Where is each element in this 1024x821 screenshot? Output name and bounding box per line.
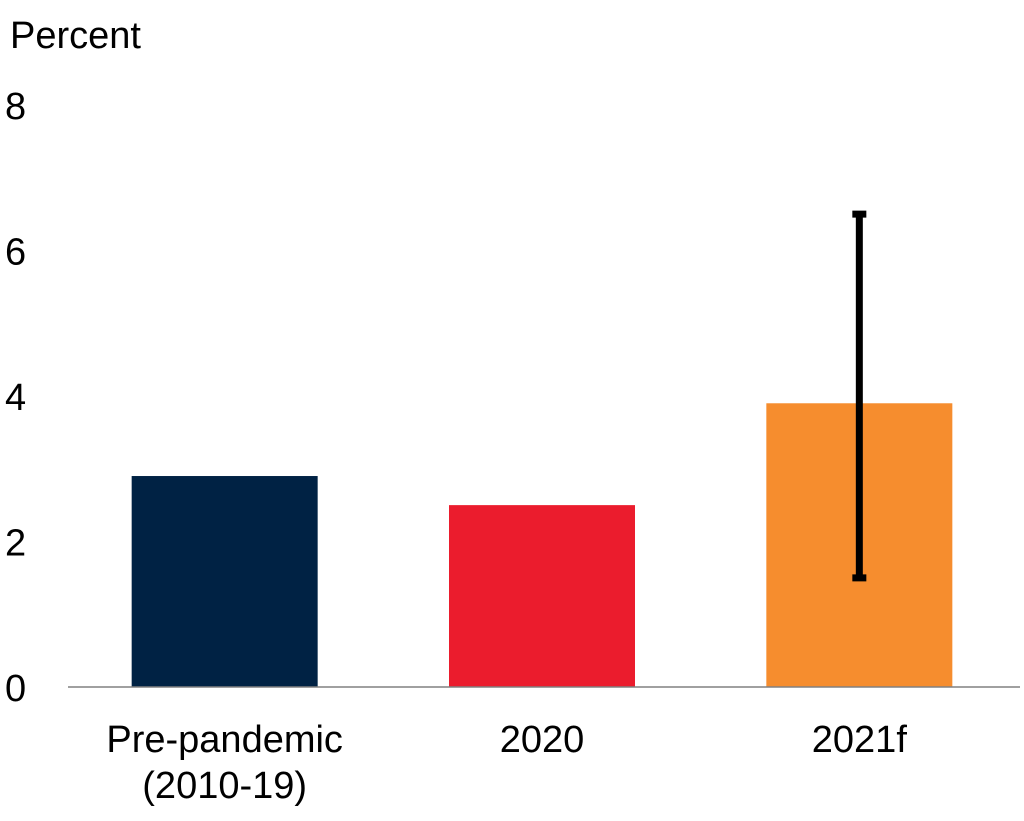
- y-axis-ticks: 0 2 4 6 8: [5, 86, 26, 710]
- y-tick-label: 2: [5, 523, 26, 565]
- y-tick-label: 6: [5, 232, 26, 274]
- error-bars: [852, 210, 867, 582]
- y-axis-label: Percent: [10, 15, 141, 57]
- x-axis-categories: Pre-pandemic(2010-19) 2020 2021f: [106, 719, 907, 807]
- x-category-label: Pre-pandemic: [106, 719, 343, 761]
- y-tick-label: 8: [5, 86, 26, 128]
- y-tick-label: 4: [5, 377, 26, 419]
- x-category-label: 2020: [500, 719, 585, 761]
- bar: [449, 505, 635, 687]
- bar: [131, 476, 318, 687]
- bars: [131, 403, 953, 687]
- x-category-label: (2010-19): [142, 765, 307, 807]
- x-category-label: 2021f: [812, 719, 908, 761]
- y-tick-label: 0: [5, 668, 26, 710]
